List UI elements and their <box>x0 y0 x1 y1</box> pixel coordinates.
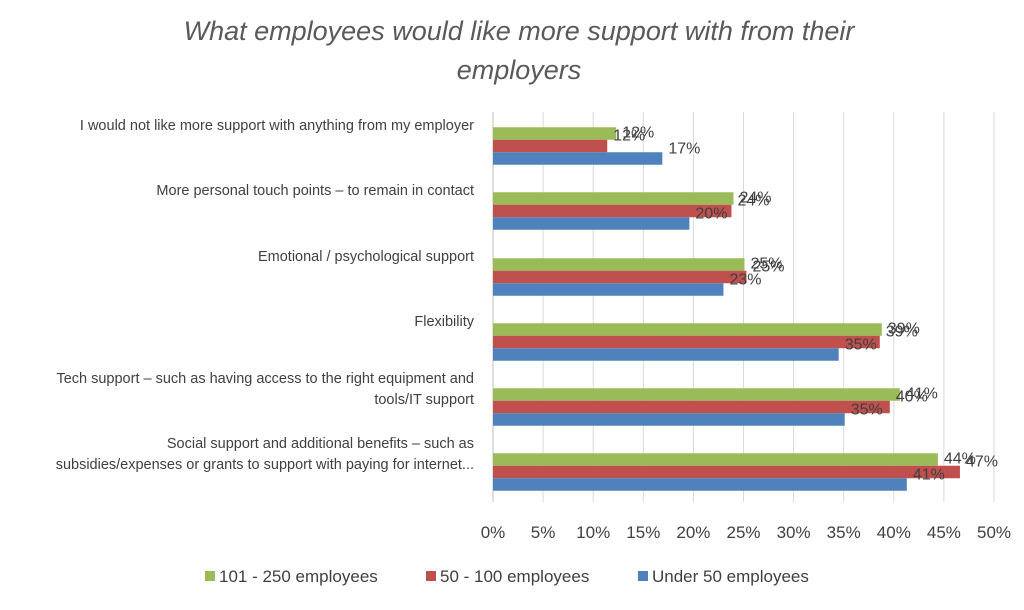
data-label: 39% <box>888 321 920 338</box>
bar <box>493 348 839 361</box>
legend-swatch <box>205 571 215 581</box>
data-label: 25% <box>753 259 785 276</box>
category-label: Tech support – such as having access to … <box>56 371 474 387</box>
legend-label: 101 - 250 employees <box>219 567 378 586</box>
bar <box>493 323 882 336</box>
bar <box>493 139 608 153</box>
legend-label: Under 50 employees <box>652 567 809 586</box>
category-label: subsidies/expenses or grants to support … <box>56 457 474 473</box>
category-labels: I would not like more support with anyth… <box>56 118 475 473</box>
x-axis-ticks: 0% 5% 10% 15% 20% 25% 30% 35% 40% 45% 50% <box>481 523 1011 542</box>
bar <box>493 258 745 271</box>
data-label: 20% <box>695 206 727 223</box>
bar <box>493 413 845 426</box>
legend-swatch <box>638 571 648 581</box>
legend-item: 50 - 100 employees <box>426 567 589 586</box>
bar <box>493 127 617 140</box>
data-label: 35% <box>845 337 877 354</box>
data-labels: 12%24%25%39%41%44%12%24%25%39%40%47%17%2… <box>613 125 998 484</box>
data-label: 41% <box>906 386 938 403</box>
bar <box>493 335 880 349</box>
bars <box>493 127 960 491</box>
bar <box>493 400 890 414</box>
data-label: 25% <box>751 256 783 273</box>
x-tick-label: 25% <box>726 523 760 542</box>
bar <box>493 478 907 491</box>
data-label: 44% <box>944 451 976 468</box>
bar <box>493 465 960 479</box>
bar <box>493 192 734 205</box>
bar <box>493 453 938 466</box>
legend-item: 101 - 250 employees <box>205 567 378 586</box>
category-label: Social support and additional benefits –… <box>167 436 474 452</box>
bar <box>493 388 900 401</box>
data-label: 39% <box>886 324 918 341</box>
legend: 101 - 250 employees 50 - 100 employees Und… <box>205 567 809 586</box>
category-label: Flexibility <box>414 314 474 330</box>
chart-title-line: What employees would like more support w… <box>184 16 856 46</box>
gridlines <box>492 112 995 502</box>
x-tick-label: 0% <box>481 523 506 542</box>
category-label: tools/IT support <box>374 392 474 408</box>
category-label: More personal touch points – to remain i… <box>156 183 474 199</box>
bar <box>493 283 724 296</box>
x-tick-label: 5% <box>531 523 556 542</box>
x-tick-label: 45% <box>927 523 961 542</box>
bar <box>493 217 690 230</box>
bar <box>493 270 747 284</box>
category-label: I would not like more support with anyth… <box>80 118 474 134</box>
chart-title-line: employers <box>457 55 582 85</box>
data-label: 24% <box>737 193 769 210</box>
bar <box>493 152 663 165</box>
data-label: 12% <box>622 125 654 142</box>
x-tick-label: 30% <box>777 523 811 542</box>
x-tick-label: 50% <box>977 523 1011 542</box>
category-label: Emotional / psychological support <box>258 249 474 265</box>
legend-label: 50 - 100 employees <box>440 567 589 586</box>
data-label: 40% <box>896 389 928 406</box>
legend-item: Under 50 employees <box>638 567 809 586</box>
x-tick-label: 20% <box>676 523 710 542</box>
x-tick-label: 40% <box>877 523 911 542</box>
x-tick-label: 10% <box>576 523 610 542</box>
x-tick-label: 35% <box>827 523 861 542</box>
bar <box>493 204 732 218</box>
data-label: 35% <box>851 402 883 419</box>
x-tick-label: 15% <box>626 523 660 542</box>
data-label: 17% <box>668 141 700 158</box>
chart-title: What employees would like more support w… <box>184 16 856 85</box>
data-label: 12% <box>613 128 645 145</box>
data-label: 24% <box>739 190 771 207</box>
data-label: 47% <box>966 454 998 471</box>
data-label: 41% <box>913 467 945 484</box>
legend-swatch <box>426 571 436 581</box>
data-label: 23% <box>729 272 761 289</box>
